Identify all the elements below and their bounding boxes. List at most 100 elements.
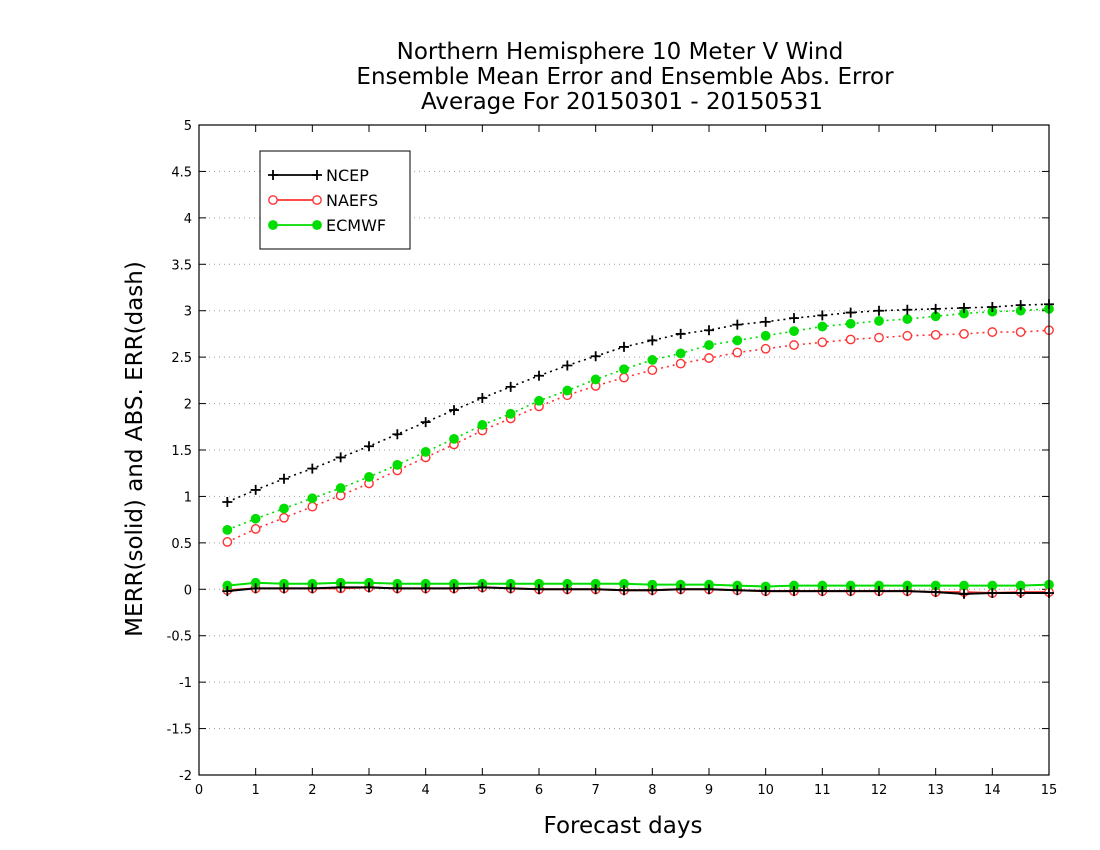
abs-error-point-ncep	[874, 305, 884, 316]
legend-marker-naefs	[312, 195, 322, 205]
x-tick-label: 3	[365, 783, 373, 798]
x-tick-label: 2	[308, 783, 316, 798]
abs-error-point-ncep	[477, 393, 488, 403]
abs-error-point-ncep	[902, 304, 913, 315]
mean-error-point-ncep	[505, 583, 516, 594]
title-line-3: Average For 20150301 - 20150531	[421, 89, 823, 115]
abs-error-point-naefs	[789, 340, 799, 350]
x-tick-label: 4	[422, 783, 430, 798]
mean-error-point-ncep	[364, 582, 374, 593]
series-naefs	[222, 325, 1054, 598]
legend-label-naefs: NAEFS	[326, 191, 378, 210]
abs-error-point-ecmwf	[789, 326, 799, 337]
abs-error-point-ecmwf	[902, 314, 913, 324]
abs-error-line-ecmwf	[227, 308, 1050, 531]
legend-marker-ecmwf	[312, 220, 322, 230]
abs-error-point-ncep	[392, 429, 403, 440]
mean-error-point-ncep	[987, 588, 998, 598]
abs-error-point-naefs	[874, 332, 884, 343]
abs-error-point-ecmwf	[845, 318, 856, 329]
mean-error-point-ncep	[930, 587, 941, 598]
mean-error-point-ncep	[279, 583, 289, 594]
y-tick-label: 1.5	[171, 444, 192, 459]
mean-error-point-ncep	[420, 583, 431, 594]
abs-error-point-ncep	[845, 307, 856, 318]
legend-marker-naefs	[268, 195, 278, 205]
mean-error-point-ncep	[307, 583, 318, 594]
mean-error-point-ncep	[760, 586, 771, 597]
abs-error-point-naefs	[987, 327, 998, 337]
abs-error-point-ncep	[987, 302, 998, 312]
y-tick-label: 4.5	[171, 165, 192, 180]
mean-error-point-ncep	[335, 582, 346, 593]
mean-error-point-ncep	[874, 586, 884, 597]
y-axis-title: MERR(solid) and ABS. ERR(dash)	[122, 261, 148, 637]
legend-marker-ecmwf	[268, 220, 278, 230]
legend-marker-ncep	[268, 170, 278, 180]
y-tick-label: 0.5	[171, 537, 192, 552]
abs-error-point-ecmwf	[335, 483, 346, 493]
mean-error-point-ncep	[222, 586, 233, 597]
y-tick-label: 2.5	[171, 351, 192, 366]
abs-error-point-naefs	[222, 537, 233, 547]
mean-error-line-ecmwf	[227, 581, 1050, 588]
y-tick-label: 2	[184, 398, 192, 413]
abs-error-point-naefs	[279, 512, 289, 523]
mean-error-point-ncep	[817, 586, 828, 597]
mean-error-point-ncep	[562, 584, 573, 595]
abs-error-point-naefs	[307, 501, 318, 512]
abs-error-point-ecmwf	[420, 446, 431, 457]
title-line-1: Northern Hemisphere 10 Meter V Wind	[397, 39, 844, 65]
mean-error-point-ncep	[902, 586, 913, 597]
x-tick-label: 9	[705, 783, 713, 798]
abs-error-point-ncep	[420, 417, 431, 428]
abs-error-point-naefs	[1015, 327, 1026, 337]
x-tick-label: 14	[984, 783, 1001, 798]
abs-error-point-ncep	[789, 313, 799, 324]
series-ecmwf	[222, 303, 1054, 592]
abs-error-point-ecmwf	[732, 335, 743, 346]
x-axis-ticks: 0 1 2 3 4 5 6 7 8 9 10 11 12 13 14 15	[195, 125, 1057, 798]
x-tick-label: 5	[478, 783, 486, 798]
abs-error-point-ecmwf	[477, 420, 488, 430]
abs-error-point-naefs	[760, 343, 771, 354]
x-tick-label: 8	[648, 783, 656, 798]
x-tick-label: 0	[195, 783, 203, 798]
abs-error-point-ecmwf	[364, 472, 374, 482]
abs-error-point-naefs	[647, 365, 658, 376]
x-tick-label: 1	[252, 783, 260, 798]
abs-error-point-ncep	[619, 341, 629, 352]
abs-error-point-naefs	[845, 334, 856, 345]
abs-error-point-ncep	[704, 325, 714, 336]
chart-title: Northern Hemisphere 10 Meter V Wind Ense…	[356, 39, 894, 115]
mean-error-point-ncep	[647, 585, 658, 596]
abs-error-point-ecmwf	[619, 364, 629, 375]
mean-error-point-ncep	[392, 583, 403, 594]
legend-label-ncep: NCEP	[326, 166, 369, 185]
y-tick-label: -1	[179, 676, 192, 691]
x-tick-label: 15	[1041, 783, 1058, 798]
abs-error-point-ncep	[505, 381, 516, 392]
mean-error-point-ncep	[1015, 588, 1026, 598]
legend-marker-ncep	[312, 170, 322, 180]
abs-error-point-ncep	[817, 310, 828, 321]
abs-error-point-ncep	[279, 473, 289, 484]
y-tick-label: 1	[184, 490, 192, 505]
abs-error-point-ecmwf	[817, 321, 828, 332]
mean-error-point-ncep	[250, 583, 261, 594]
abs-error-point-ncep	[307, 463, 318, 474]
y-axis-ticks: -2 -1.5 -1 -0.5 0 0.5 1 1.5 2 2.5 3 3.5 4 4.5 5	[167, 119, 1049, 784]
abs-error-point-ncep	[732, 319, 743, 330]
abs-error-line-ncep	[227, 303, 1050, 503]
mean-error-point-ncep	[675, 584, 686, 595]
plot-frame	[198, 124, 1050, 776]
mean-error-point-ncep	[845, 586, 856, 597]
title-line-2: Ensemble Mean Error and Ensemble Abs. Er…	[356, 64, 894, 90]
abs-error-point-naefs	[817, 337, 828, 348]
y-tick-label: 3	[184, 305, 192, 320]
y-tick-label: -0.5	[167, 630, 192, 645]
abs-error-point-ecmwf	[392, 459, 403, 470]
abs-error-point-ncep	[562, 360, 573, 371]
abs-error-point-ncep	[930, 303, 941, 314]
